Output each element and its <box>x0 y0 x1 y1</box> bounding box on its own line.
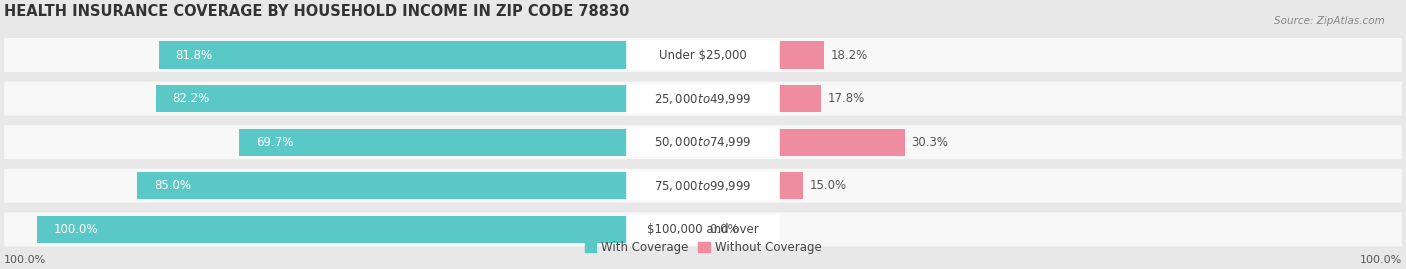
FancyBboxPatch shape <box>626 127 780 157</box>
Text: $100,000 and over: $100,000 and over <box>647 223 759 236</box>
Text: 15.0%: 15.0% <box>810 179 846 192</box>
FancyBboxPatch shape <box>626 171 780 201</box>
Text: 82.2%: 82.2% <box>173 92 209 105</box>
Text: Source: ZipAtlas.com: Source: ZipAtlas.com <box>1274 16 1385 26</box>
Text: 18.2%: 18.2% <box>831 48 868 62</box>
Bar <box>38 216 630 243</box>
Text: 17.8%: 17.8% <box>828 92 865 105</box>
Bar <box>776 85 821 112</box>
Text: 100.0%: 100.0% <box>4 255 46 265</box>
FancyBboxPatch shape <box>4 125 1402 159</box>
Text: Under $25,000: Under $25,000 <box>659 48 747 62</box>
Text: 30.3%: 30.3% <box>911 136 948 149</box>
Text: $50,000 to $74,999: $50,000 to $74,999 <box>654 135 752 149</box>
Bar <box>159 41 630 69</box>
Text: $25,000 to $49,999: $25,000 to $49,999 <box>654 91 752 106</box>
Text: 81.8%: 81.8% <box>176 48 212 62</box>
Text: 100.0%: 100.0% <box>53 223 98 236</box>
Text: $75,000 to $99,999: $75,000 to $99,999 <box>654 179 752 193</box>
FancyBboxPatch shape <box>626 40 780 70</box>
Bar <box>776 41 824 69</box>
Text: HEALTH INSURANCE COVERAGE BY HOUSEHOLD INCOME IN ZIP CODE 78830: HEALTH INSURANCE COVERAGE BY HOUSEHOLD I… <box>4 4 630 19</box>
Text: 100.0%: 100.0% <box>1360 255 1402 265</box>
Bar <box>776 172 803 199</box>
FancyBboxPatch shape <box>626 214 780 244</box>
Bar <box>703 216 776 243</box>
FancyBboxPatch shape <box>4 82 1402 116</box>
Text: 85.0%: 85.0% <box>153 179 191 192</box>
Text: 0.0%: 0.0% <box>710 223 740 236</box>
FancyBboxPatch shape <box>4 38 1402 72</box>
Bar <box>239 129 630 156</box>
Legend: With Coverage, Without Coverage: With Coverage, Without Coverage <box>579 236 827 259</box>
FancyBboxPatch shape <box>4 169 1402 203</box>
Text: 69.7%: 69.7% <box>256 136 292 149</box>
Bar <box>156 85 630 112</box>
FancyBboxPatch shape <box>4 212 1402 246</box>
Bar <box>776 129 904 156</box>
Bar <box>138 172 630 199</box>
FancyBboxPatch shape <box>626 84 780 114</box>
